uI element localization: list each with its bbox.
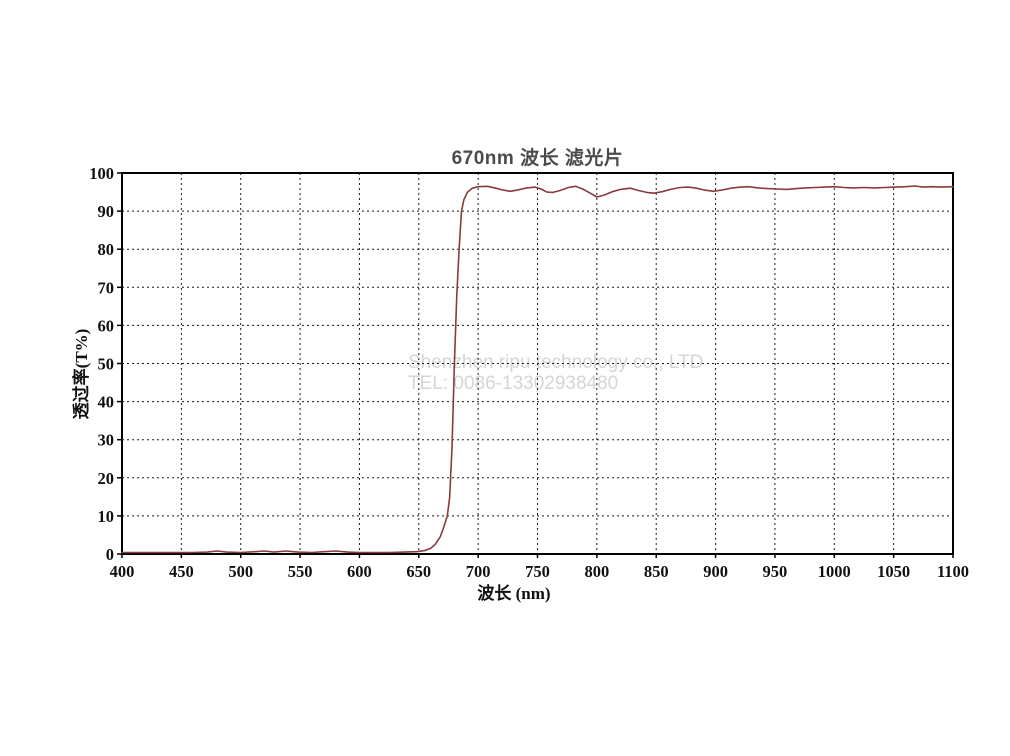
y-tick-label: 80 xyxy=(98,240,115,259)
chart-title: 670nm 波长 滤光片 xyxy=(451,148,624,169)
x-tick-label: 900 xyxy=(703,562,728,581)
x-tick-label: 1000 xyxy=(818,562,851,581)
x-tick-label: 400 xyxy=(110,562,135,581)
y-tick-label: 50 xyxy=(98,355,115,374)
y-tick-label: 20 xyxy=(98,469,115,488)
x-tick-label: 550 xyxy=(288,562,313,581)
x-tick-label: 1050 xyxy=(877,562,910,581)
x-tick-label: 700 xyxy=(466,562,491,581)
y-tick-label: 0 xyxy=(106,545,114,564)
x-tick-label: 650 xyxy=(406,562,431,581)
y-axis-title: 透过率(T%) xyxy=(72,328,91,420)
y-tick-label: 70 xyxy=(98,278,115,297)
y-tick-label: 60 xyxy=(98,316,115,335)
plot-border xyxy=(121,172,954,555)
watermark-line1: Shenzhen ripu technology co., LTD xyxy=(408,352,704,373)
x-tick-label: 750 xyxy=(525,562,550,581)
x-tick-label: 500 xyxy=(228,562,253,581)
y-tick-label: 10 xyxy=(98,507,115,526)
y-tick-label: 90 xyxy=(98,202,115,221)
x-tick-label: 1100 xyxy=(937,562,969,581)
watermark: Shenzhen ripu technology co., LTD TEL: 0… xyxy=(408,352,703,394)
x-tick-label: 600 xyxy=(347,562,372,581)
x-tick-label: 850 xyxy=(644,562,669,581)
x-tick-label: 800 xyxy=(584,562,609,581)
y-tick-label: 30 xyxy=(98,431,115,450)
x-tick-label: 950 xyxy=(763,562,788,581)
y-tick-label: 100 xyxy=(89,164,114,183)
x-tick-label: 450 xyxy=(169,562,194,581)
watermark-line2: TEL: 0086-13302938480 xyxy=(408,373,619,394)
y-tick-label: 40 xyxy=(98,393,115,412)
x-axis-title: 波长 (nm) xyxy=(477,584,551,603)
transmission-curve xyxy=(121,185,954,554)
